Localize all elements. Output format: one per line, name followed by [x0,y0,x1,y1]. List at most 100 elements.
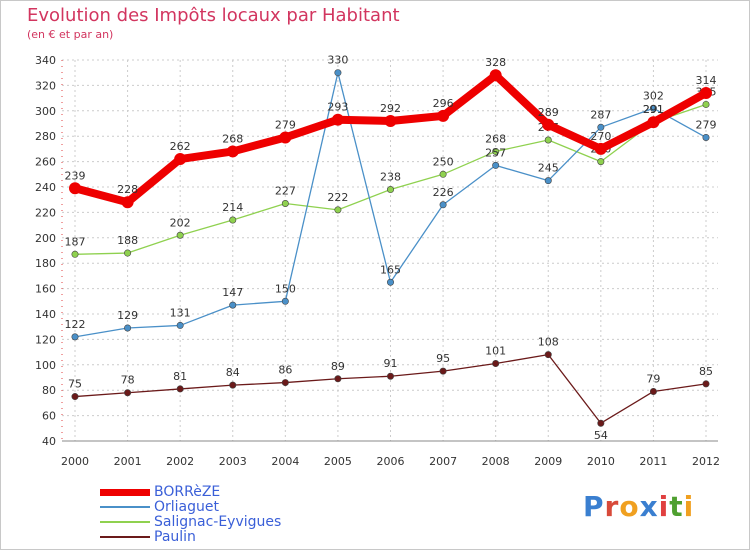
y-tick-label: 260 [35,156,56,169]
legend-label-orliaguet: Orliaguet [154,499,219,515]
data-point [281,379,289,387]
data-label: 239 [65,169,86,182]
logo-letter: r [604,490,620,523]
y-tick-label: 40 [42,435,56,448]
data-label: 250 [433,155,454,168]
data-label: 245 [538,162,559,175]
data-point [229,381,237,389]
data-label: 279 [696,118,717,131]
data-point [384,114,397,127]
legend-swatch-borreze [100,488,150,496]
y-tick-label: 220 [35,206,56,219]
data-point [279,131,292,144]
legend-label-paulin: Paulin [154,529,196,545]
data-label: 287 [590,108,611,121]
y-tick-label: 100 [35,359,56,372]
data-label: 268 [485,132,506,145]
data-point [176,231,184,239]
data-label: 214 [222,201,243,214]
data-point [124,249,132,257]
data-point [71,333,79,341]
chart-subtitle: (en € et par an) [27,28,114,41]
data-label: 147 [222,286,243,299]
proxiti-logo: Proxiti [583,490,694,523]
data-label: 89 [331,360,345,373]
y-tick-label: 200 [35,232,56,245]
y-tick-label: 160 [35,283,56,296]
x-tick-label: 2000 [61,455,89,468]
chart-title: Evolution des Impôts locaux par Habitant [27,5,400,26]
data-label: 131 [170,306,191,319]
legend-label-borreze: BORRèZE [154,484,221,500]
data-label: 150 [275,282,296,295]
data-label: 330 [327,54,348,67]
x-tick-label: 2001 [114,455,142,468]
data-point [647,116,660,129]
logo-letter: i [683,490,695,523]
data-point [386,186,394,194]
data-point [544,351,552,359]
data-point [124,389,132,397]
data-point [331,113,344,126]
data-point [702,380,710,388]
data-point [489,69,502,82]
data-label: 289 [538,106,559,119]
data-point [700,87,712,100]
data-point [437,109,450,122]
data-label: 86 [278,364,292,377]
data-point [174,153,187,166]
data-label: 78 [121,374,135,387]
x-tick-label: 2012 [692,455,720,468]
data-label: 85 [699,365,713,378]
data-label: 257 [485,146,506,159]
data-point [71,393,79,401]
data-label: 202 [170,216,191,229]
data-label: 95 [436,352,450,365]
x-tick-label: 2008 [482,455,510,468]
legend-item-paulin: Paulin [100,529,196,545]
data-point [492,147,500,155]
data-point [544,136,552,144]
y-tick-label: 300 [35,105,56,118]
data-point [597,123,605,131]
data-label: 268 [222,132,243,145]
legend-swatch-orliaguet [100,506,150,508]
data-label: 84 [226,366,240,379]
data-label: 270 [590,130,611,143]
data-point [69,182,81,195]
data-point [544,177,552,185]
data-point [229,301,237,309]
data-point [597,419,605,427]
data-point [334,206,342,214]
y-tick-label: 280 [35,130,56,143]
legend-swatch-salignac [100,521,150,523]
data-point [176,385,184,393]
data-label: 292 [380,102,401,115]
x-tick-label: 2006 [377,455,405,468]
y-tick-label: 140 [35,308,56,321]
logo-letter: i [658,490,670,523]
data-point [439,170,447,178]
y-tick-label: 180 [35,257,56,270]
data-label: 222 [327,191,348,204]
legend-item-salignac: Salignac-Eyvigues [100,514,281,530]
data-label: 129 [117,309,138,322]
data-point [124,324,132,332]
logo-letter: P [583,490,605,523]
data-point [386,372,394,380]
data-label: 328 [485,56,506,69]
data-label: 226 [433,186,454,199]
data-label: 314 [696,74,717,87]
data-label: 122 [65,318,86,331]
x-tick-label: 2004 [271,455,299,468]
y-tick-label: 340 [35,54,56,67]
data-point [229,216,237,224]
data-label: 188 [117,234,138,247]
logo-letter: o [619,490,640,523]
data-label: 187 [65,235,86,248]
x-tick-label: 2005 [324,455,352,468]
data-point [649,104,657,112]
data-label: 227 [275,185,296,198]
